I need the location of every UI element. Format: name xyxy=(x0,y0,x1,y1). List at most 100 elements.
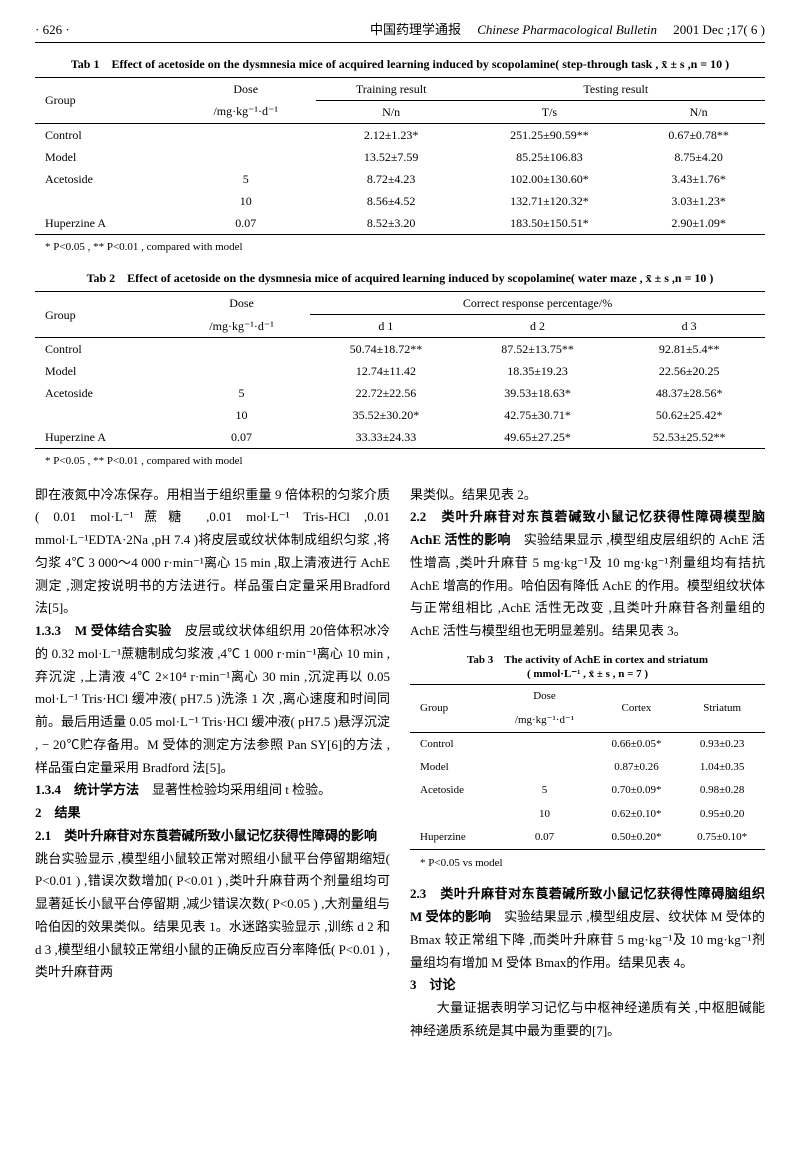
table-cell: 50.74±18.72** xyxy=(310,338,462,361)
table-cell: 3.03±1.23* xyxy=(632,190,765,212)
th-dose-unit: /mg·kg⁻¹·d⁻¹ xyxy=(176,100,316,123)
table-cell: 102.00±130.60* xyxy=(467,168,633,190)
th-d1: d 1 xyxy=(310,315,462,338)
table-cell: Control xyxy=(35,338,173,361)
table-cell: 1.04±0.35 xyxy=(679,756,765,779)
table-cell: 52.53±25.52** xyxy=(613,426,765,449)
table-cell: 183.50±150.51* xyxy=(467,212,633,235)
table-cell xyxy=(35,190,176,212)
table-cell: 42.75±30.71* xyxy=(462,404,614,426)
th-cortex: Cortex xyxy=(594,685,680,733)
table-cell: 8.56±4.52 xyxy=(316,190,467,212)
table-cell: 8.52±3.20 xyxy=(316,212,467,235)
table-cell: 10 xyxy=(495,803,593,826)
table-cell: 10 xyxy=(176,190,316,212)
table-cell: 50.62±25.42* xyxy=(613,404,765,426)
table-cell xyxy=(173,360,310,382)
table2-footnote: * P<0.05 , ** P<0.01 , compared with mod… xyxy=(45,453,765,470)
page-header: · 626 · 中国药理学通报 Chinese Pharmacological … xyxy=(35,20,765,43)
table-cell: Huperzine xyxy=(410,826,495,850)
table1-footnote: * P<0.05 , ** P<0.01 , compared with mod… xyxy=(45,239,765,256)
table-cell: 0.93±0.23 xyxy=(679,732,765,756)
th-group: Group xyxy=(410,685,495,733)
th-test-t: T/s xyxy=(467,100,633,123)
table-cell: 12.74±11.42 xyxy=(310,360,462,382)
table-cell xyxy=(495,732,593,756)
table-cell: 3.43±1.76* xyxy=(632,168,765,190)
table-cell: 0.62±0.10* xyxy=(594,803,680,826)
table-cell: 0.95±0.20 xyxy=(679,803,765,826)
th-group: Group xyxy=(35,292,173,338)
para: 1.3.4 统计学方法 显著性检验均采用组间 t 检验。 xyxy=(35,779,390,802)
th-dose: Dose xyxy=(173,292,310,315)
table-cell: 33.33±24.33 xyxy=(310,426,462,449)
table-cell: 0.07 xyxy=(495,826,593,850)
th-train: Training result xyxy=(316,77,467,100)
th-dose-unit: /mg·kg⁻¹·d⁻¹ xyxy=(173,315,310,338)
table-cell: 0.07 xyxy=(173,426,310,449)
heading: 3 讨论 xyxy=(410,974,765,997)
table-cell: Control xyxy=(35,123,176,146)
journal-title: 中国药理学通报 Chinese Pharmacological Bulletin… xyxy=(370,20,765,40)
table-cell: 48.37±28.56* xyxy=(613,382,765,404)
table-cell xyxy=(176,123,316,146)
para: 2.2 类叶升麻苷对东莨菪碱致小鼠记忆获得性障碍模型脑 AchE 活性的影响 实… xyxy=(410,506,765,643)
para: 2.3 类叶升麻苷对东莨菪碱所致小鼠记忆获得性障碍脑组织 M 受体的影响 实验结… xyxy=(410,883,765,974)
table-cell xyxy=(495,756,593,779)
table-cell: 18.35±19.23 xyxy=(462,360,614,382)
table-cell: 0.67±0.78** xyxy=(632,123,765,146)
para: 2.1 类叶升麻苷对东莨菪碱所致小鼠记忆获得性障碍的影响 跳台实验显示 ,模型组… xyxy=(35,825,390,984)
table-cell: Model xyxy=(35,360,173,382)
table-cell: 13.52±7.59 xyxy=(316,146,467,168)
table-cell: Huperzine A xyxy=(35,426,173,449)
table-cell: Model xyxy=(410,756,495,779)
th-d3: d 3 xyxy=(613,315,765,338)
th-test-n: N/n xyxy=(632,100,765,123)
table2: Group Dose Correct response percentage/%… xyxy=(35,291,765,449)
table3-wrap: Tab 3 The activity of AchE in cortex and… xyxy=(410,653,765,874)
para: 即在液氮中冷冻保存。用相当于组织重量 9 倍体积的匀浆介质( 0.01 mol·… xyxy=(35,484,390,621)
table-cell: 39.53±18.63* xyxy=(462,382,614,404)
table-cell: 0.70±0.09* xyxy=(594,779,680,802)
table-cell: 2.90±1.09* xyxy=(632,212,765,235)
heading: 2 结果 xyxy=(35,802,390,825)
table-cell: Acetoside xyxy=(410,779,495,802)
table-cell: 0.87±0.26 xyxy=(594,756,680,779)
table-cell: Huperzine A xyxy=(35,212,176,235)
table-cell: 85.25±106.83 xyxy=(467,146,633,168)
table-cell: 0.66±0.05* xyxy=(594,732,680,756)
table3: Group Dose Cortex Striatum /mg·kg⁻¹·d⁻¹ … xyxy=(410,684,765,850)
th-train-n: N/n xyxy=(316,100,467,123)
table-cell: 8.72±4.23 xyxy=(316,168,467,190)
table-cell xyxy=(173,338,310,361)
table-cell: Acetoside xyxy=(35,382,173,404)
table-cell xyxy=(410,803,495,826)
table-cell: 10 xyxy=(173,404,310,426)
table-cell: Model xyxy=(35,146,176,168)
table-cell: 22.72±22.56 xyxy=(310,382,462,404)
th-test: Testing result xyxy=(467,77,765,100)
table-cell: 0.75±0.10* xyxy=(679,826,765,850)
page-number: · 626 · xyxy=(35,20,70,40)
body-columns: 即在液氮中冷冻保存。用相当于组织重量 9 倍体积的匀浆介质( 0.01 mol·… xyxy=(35,484,765,1043)
table-cell: 22.56±20.25 xyxy=(613,360,765,382)
table-cell: 87.52±13.75** xyxy=(462,338,614,361)
para: 果类似。结果见表 2。 xyxy=(410,484,765,507)
table-cell: Acetoside xyxy=(35,168,176,190)
table3-title: Tab 3 The activity of AchE in cortex and… xyxy=(410,653,765,682)
table-cell: 35.52±30.20* xyxy=(310,404,462,426)
table2-title: Tab 2 Effect of acetoside on the dysmnes… xyxy=(35,269,765,287)
para: 1.3.3 M 受体结合实验 皮层或纹状体组织用 20倍体积冰冷的 0.32 m… xyxy=(35,620,390,779)
left-column: 即在液氮中冷冻保存。用相当于组织重量 9 倍体积的匀浆介质( 0.01 mol·… xyxy=(35,484,390,1043)
th-group: Group xyxy=(35,77,176,123)
table-cell xyxy=(35,404,173,426)
table-cell: 5 xyxy=(495,779,593,802)
th-d2: d 2 xyxy=(462,315,614,338)
table-cell: 49.65±27.25* xyxy=(462,426,614,449)
th-dose: Dose xyxy=(176,77,316,100)
right-column: 果类似。结果见表 2。 2.2 类叶升麻苷对东莨菪碱致小鼠记忆获得性障碍模型脑 … xyxy=(410,484,765,1043)
para: 大量证据表明学习记忆与中枢神经递质有关 ,中枢胆碱能神经递质系统是其中最为重要的… xyxy=(410,997,765,1043)
table-cell: 0.98±0.28 xyxy=(679,779,765,802)
table-cell: 8.75±4.20 xyxy=(632,146,765,168)
table-cell: 2.12±1.23* xyxy=(316,123,467,146)
